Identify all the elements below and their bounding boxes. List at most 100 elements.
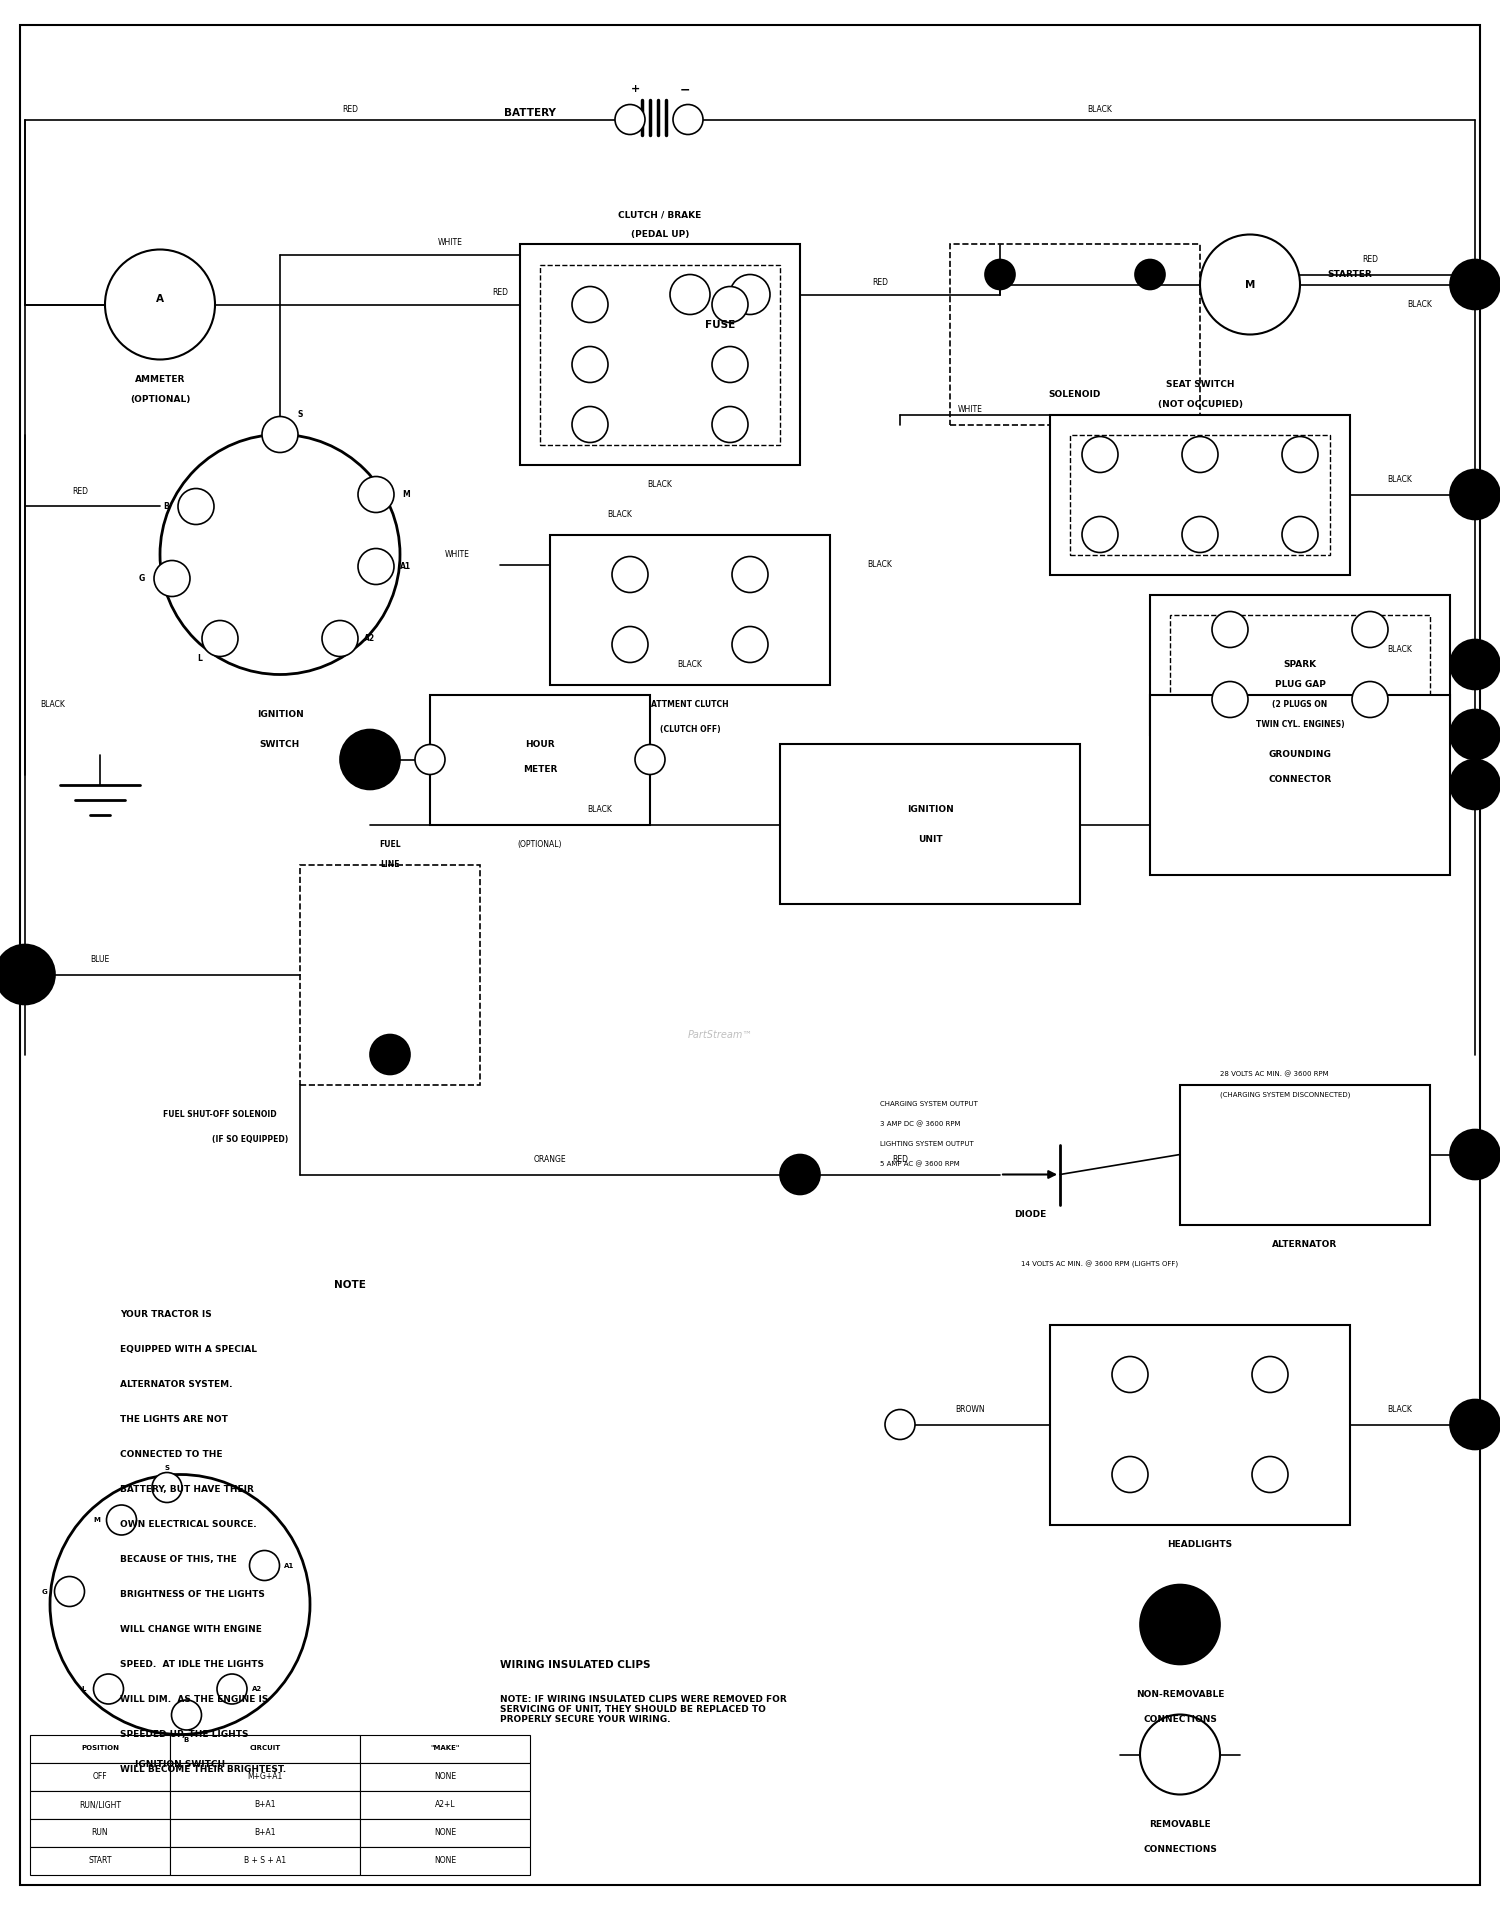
Circle shape — [154, 561, 190, 596]
Text: (OPTIONAL): (OPTIONAL) — [518, 840, 562, 850]
Circle shape — [1140, 1714, 1220, 1794]
Text: SOLENOID: SOLENOID — [1048, 389, 1101, 399]
Text: A2+L: A2+L — [435, 1800, 456, 1810]
Text: SPEED.  AT IDLE THE LIGHTS: SPEED. AT IDLE THE LIGHTS — [120, 1661, 264, 1668]
Bar — [780, 745, 1080, 905]
Text: A1: A1 — [285, 1562, 294, 1569]
Text: BRIGHTNESS OF THE LIGHTS: BRIGHTNESS OF THE LIGHTS — [120, 1590, 266, 1600]
Circle shape — [1182, 437, 1218, 473]
Circle shape — [178, 489, 214, 525]
Bar — [170, 1762, 360, 1791]
Text: M: M — [402, 491, 410, 498]
Text: 14 VOLTS AC MIN. @ 3600 RPM (LIGHTS OFF): 14 VOLTS AC MIN. @ 3600 RPM (LIGHTS OFF) — [1022, 1260, 1179, 1268]
Text: M: M — [93, 1518, 100, 1523]
Circle shape — [1450, 760, 1500, 809]
Text: BLACK: BLACK — [1388, 1405, 1413, 1415]
Text: NONE: NONE — [433, 1829, 456, 1836]
Text: (CLUTCH OFF): (CLUTCH OFF) — [660, 725, 720, 733]
Text: −: − — [680, 82, 690, 95]
Text: FUEL: FUEL — [380, 840, 400, 850]
Circle shape — [358, 477, 394, 512]
Circle shape — [217, 1674, 248, 1705]
Bar — [360, 1791, 530, 1819]
Text: A2: A2 — [364, 634, 375, 643]
Circle shape — [612, 557, 648, 592]
Text: YOUR TRACTOR IS: YOUR TRACTOR IS — [120, 1310, 211, 1319]
Circle shape — [986, 260, 1016, 290]
Circle shape — [1200, 235, 1300, 334]
Text: NON-REMOVABLE: NON-REMOVABLE — [1136, 1689, 1224, 1699]
Circle shape — [780, 1155, 820, 1195]
Text: 5 AMP AC @ 3600 RPM: 5 AMP AC @ 3600 RPM — [880, 1161, 960, 1168]
Text: PLUG GAP: PLUG GAP — [1275, 680, 1326, 689]
Text: RUN: RUN — [92, 1829, 108, 1836]
Circle shape — [1252, 1457, 1288, 1493]
Circle shape — [615, 105, 645, 134]
Text: LINE: LINE — [381, 859, 399, 869]
Text: WHITE: WHITE — [957, 405, 982, 414]
Bar — [520, 244, 800, 464]
Text: RUN/LIGHT: RUN/LIGHT — [80, 1800, 122, 1810]
Bar — [360, 1819, 530, 1846]
Text: B: B — [164, 502, 170, 512]
Text: METER: METER — [524, 766, 556, 773]
Text: OWN ELECTRICAL SOURCE.: OWN ELECTRICAL SOURCE. — [120, 1520, 256, 1529]
Circle shape — [634, 745, 664, 775]
Text: B + S + A1: B + S + A1 — [244, 1856, 286, 1865]
Text: BLUE: BLUE — [90, 954, 110, 964]
Circle shape — [152, 1472, 182, 1502]
Circle shape — [262, 416, 298, 452]
Text: BLACK: BLACK — [1088, 105, 1113, 115]
Text: WIRING INSULATED CLIPS: WIRING INSULATED CLIPS — [500, 1659, 651, 1670]
Text: 28 VOLTS AC MIN. @ 3600 RPM: 28 VOLTS AC MIN. @ 3600 RPM — [1220, 1071, 1329, 1079]
Text: WHITE: WHITE — [446, 550, 470, 559]
Text: SWITCH: SWITCH — [260, 741, 300, 748]
Text: NOTE: IF WIRING INSULATED CLIPS WERE REMOVED FOR
SERVICING OF UNIT, THEY SHOULD : NOTE: IF WIRING INSULATED CLIPS WERE REM… — [500, 1695, 786, 1724]
Bar — [30, 1735, 170, 1762]
Circle shape — [322, 620, 358, 657]
Circle shape — [730, 275, 770, 315]
Text: HEADLIGHTS: HEADLIGHTS — [1167, 1541, 1233, 1548]
Text: M: M — [1245, 279, 1256, 290]
Text: ATTMENT CLUTCH: ATTMENT CLUTCH — [651, 701, 729, 708]
Circle shape — [160, 435, 401, 674]
Text: NONE: NONE — [433, 1772, 456, 1781]
Text: NONE: NONE — [433, 1856, 456, 1865]
Text: WILL CHANGE WITH ENGINE: WILL CHANGE WITH ENGINE — [120, 1625, 262, 1634]
Text: TWIN CYL. ENGINES): TWIN CYL. ENGINES) — [1256, 720, 1344, 729]
Circle shape — [358, 548, 394, 584]
Text: BLACK: BLACK — [867, 559, 892, 569]
Bar — [170, 1846, 360, 1875]
Bar — [1050, 1325, 1350, 1525]
Text: RED: RED — [72, 487, 88, 496]
Text: 3 AMP DC @ 3600 RPM: 3 AMP DC @ 3600 RPM — [880, 1121, 960, 1128]
Bar — [550, 535, 830, 685]
Text: (IF SO EQUIPPED): (IF SO EQUIPPED) — [211, 1136, 288, 1143]
Circle shape — [54, 1577, 84, 1607]
Circle shape — [670, 275, 710, 315]
Circle shape — [1182, 517, 1218, 552]
Circle shape — [416, 745, 446, 775]
Text: B: B — [184, 1737, 189, 1743]
Text: RED: RED — [892, 1155, 908, 1164]
Text: FUEL SHUT-OFF SOLENOID: FUEL SHUT-OFF SOLENOID — [164, 1109, 278, 1119]
Text: A: A — [156, 294, 164, 305]
Text: BLACK: BLACK — [1388, 475, 1413, 485]
Bar — [1150, 695, 1450, 874]
Text: CONNECTIONS: CONNECTIONS — [1143, 1714, 1216, 1724]
Text: OFF: OFF — [93, 1772, 108, 1781]
Bar — [30, 1762, 170, 1791]
Text: M+G+A1: M+G+A1 — [248, 1772, 282, 1781]
Circle shape — [1282, 437, 1318, 473]
Text: SPEEDED UP, THE LIGHTS: SPEEDED UP, THE LIGHTS — [120, 1730, 249, 1739]
Text: NOTE: NOTE — [334, 1279, 366, 1289]
Text: GROUNDING: GROUNDING — [1269, 750, 1332, 760]
Text: REMOVABLE: REMOVABLE — [1149, 1819, 1210, 1829]
Circle shape — [1450, 470, 1500, 519]
Text: B+A1: B+A1 — [254, 1829, 276, 1836]
Circle shape — [93, 1674, 123, 1705]
Text: AMMETER: AMMETER — [135, 374, 184, 384]
Circle shape — [712, 347, 748, 382]
Circle shape — [572, 407, 608, 443]
Text: BLACK: BLACK — [648, 479, 672, 489]
